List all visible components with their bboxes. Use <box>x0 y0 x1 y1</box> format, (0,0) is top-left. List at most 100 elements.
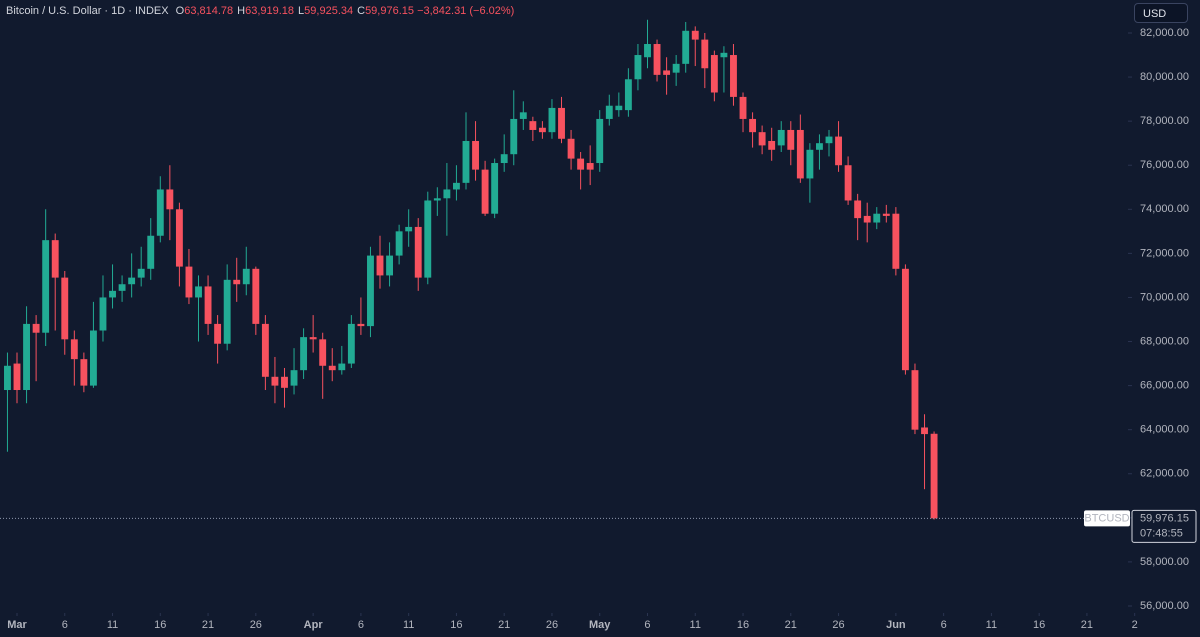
y-tick-label: 64,000.00 <box>1140 424 1189 436</box>
y-tick-label: 70,000.00 <box>1140 291 1189 303</box>
candle-body <box>691 30 699 40</box>
candle-body <box>538 127 546 133</box>
price-tag-bg <box>1131 509 1197 543</box>
x-tick-label: 11 <box>986 619 997 631</box>
ohlc-value: 59,925.34 <box>304 5 354 17</box>
x-tick-label: 16 <box>1033 619 1045 631</box>
x-tick-label: 6 <box>941 619 947 631</box>
candle-body <box>376 255 384 276</box>
candle-body <box>462 140 470 183</box>
candle-body <box>4 365 11 391</box>
candle-body <box>156 189 164 236</box>
x-tick-label: 26 <box>250 619 262 631</box>
x-tick-label: 26 <box>546 619 558 631</box>
candle-body <box>749 118 757 133</box>
candle-body <box>433 198 441 201</box>
candle-body <box>653 44 661 75</box>
candle-body <box>271 376 279 386</box>
candle-body <box>367 255 374 327</box>
candle-body <box>13 363 21 391</box>
candle-body <box>796 129 804 179</box>
price-tag: 59,976.15 <box>1140 512 1189 524</box>
candle-body <box>42 240 50 333</box>
x-tick-label: 6 <box>644 619 650 631</box>
candle-body <box>529 121 537 130</box>
candle-body <box>882 213 890 216</box>
candle-body <box>739 96 747 119</box>
candle-body <box>777 129 785 146</box>
candle-body <box>854 200 862 219</box>
symbol-tag-bg <box>1084 510 1130 527</box>
candle-body <box>80 359 88 386</box>
x-tick-label: 21 <box>202 619 214 631</box>
x-tick-label: 6 <box>358 619 364 631</box>
candle-body <box>596 118 604 164</box>
candle-body <box>319 339 327 366</box>
y-tick-label: 76,000.00 <box>1140 159 1189 171</box>
x-tick-label: 11 <box>690 619 701 631</box>
candle-body <box>863 215 871 223</box>
candle-body <box>510 118 518 155</box>
countdown-tag: 07:48:55 <box>1140 527 1183 539</box>
candle-body <box>682 30 690 64</box>
candle-body <box>185 266 193 298</box>
candle-body <box>175 209 183 267</box>
candle-body <box>806 149 814 179</box>
candle-body <box>624 79 632 111</box>
candle-body <box>443 189 451 199</box>
candle-body <box>290 370 298 386</box>
candle-body <box>672 63 680 73</box>
candle-body <box>768 140 776 150</box>
ohlc-key: H <box>237 5 246 17</box>
candle-body <box>577 158 585 170</box>
candle-body <box>109 290 116 298</box>
x-tick-label: 26 <box>832 619 844 631</box>
candle-body <box>500 154 508 164</box>
candle-body <box>921 427 928 435</box>
candle-body <box>357 323 365 327</box>
candle-body <box>214 323 222 344</box>
x-tick-label: Jun <box>886 619 906 631</box>
candle-body <box>309 337 317 340</box>
candle-body <box>99 297 107 331</box>
ohlc-value: 59,976.15 <box>365 5 414 17</box>
candle-body <box>567 138 575 159</box>
candle-body <box>300 337 308 371</box>
candle-body <box>414 226 422 278</box>
x-tick-label: 21 <box>498 619 510 631</box>
ohlc-key: L <box>298 5 305 17</box>
candle-body <box>118 284 126 291</box>
x-tick-label: 11 <box>107 619 118 631</box>
ohlc-value: 63,919.18 <box>245 5 295 17</box>
candle-body <box>195 286 202 298</box>
candle-body <box>911 370 919 430</box>
currency-button[interactable]: USD <box>1134 3 1188 23</box>
candle-body <box>89 330 97 386</box>
candle-body <box>204 286 212 324</box>
candle-body <box>892 213 900 269</box>
candle-body <box>930 433 938 519</box>
x-tick-label: 21 <box>1081 619 1093 631</box>
candle-body <box>338 363 346 371</box>
candle-body <box>787 129 795 150</box>
candle-body <box>347 323 355 364</box>
candle-body <box>23 323 30 391</box>
candle-body <box>548 107 556 133</box>
y-tick-label: 62,000.00 <box>1140 468 1189 480</box>
x-tick-label: Mar <box>7 619 27 631</box>
x-tick-label: May <box>589 619 611 631</box>
candle-body <box>128 277 136 285</box>
candle-body <box>70 339 78 360</box>
candle-body <box>730 55 737 97</box>
y-tick-label: 80,000.00 <box>1140 71 1189 83</box>
candle-body <box>252 268 260 324</box>
ohlc-value: 63,814.78 <box>184 5 234 17</box>
candle-body <box>758 132 766 146</box>
candle-body <box>720 52 728 58</box>
y-tick-label: 68,000.00 <box>1140 335 1189 347</box>
x-tick-label: 6 <box>62 619 68 631</box>
candle-body <box>51 240 59 278</box>
candle-body <box>644 44 651 58</box>
candle-body <box>519 112 527 119</box>
